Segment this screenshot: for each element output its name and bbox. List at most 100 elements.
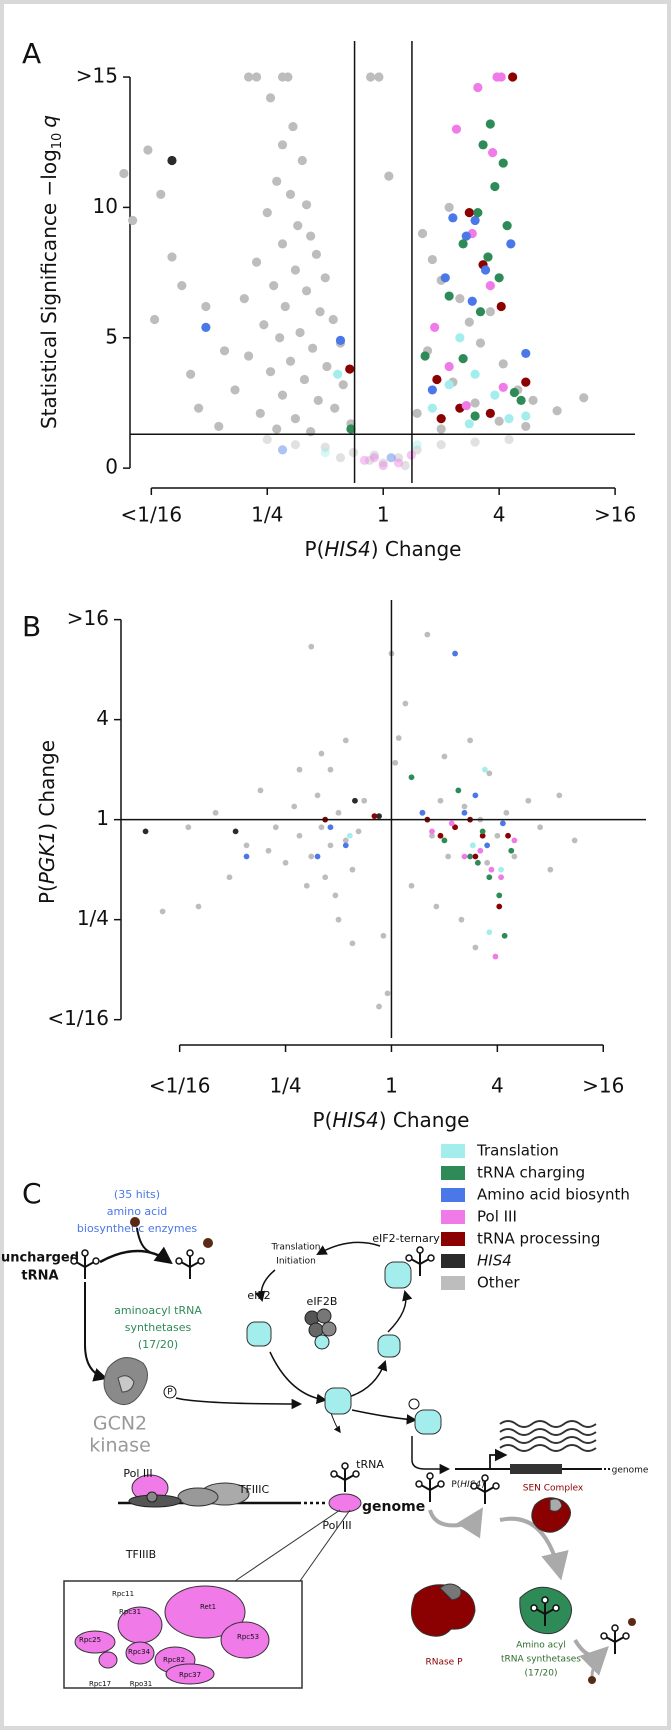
gcn2-label: kinase	[89, 1435, 151, 1457]
arrow	[99, 1246, 173, 1265]
x-tick-label: 4	[491, 1074, 504, 1098]
point	[308, 643, 315, 650]
point	[494, 416, 504, 426]
trna-icon	[600, 1624, 630, 1655]
point	[455, 294, 465, 304]
point	[308, 343, 318, 353]
point	[499, 820, 506, 827]
x-tick-label: <1/16	[120, 503, 182, 527]
point	[308, 853, 315, 860]
point	[150, 314, 160, 325]
point	[424, 631, 431, 638]
point	[486, 874, 493, 881]
point	[156, 189, 166, 199]
point	[384, 990, 391, 997]
point	[269, 281, 279, 291]
point	[444, 202, 454, 212]
point	[482, 766, 488, 773]
point	[525, 797, 532, 804]
point	[371, 813, 378, 820]
point	[488, 866, 495, 873]
point	[498, 866, 504, 873]
point	[452, 824, 458, 831]
point	[332, 892, 339, 899]
point	[328, 314, 338, 325]
point	[452, 650, 458, 657]
point	[303, 882, 310, 889]
point	[355, 828, 362, 835]
pol3-label: Pol III	[322, 1519, 351, 1532]
y-axis-label-part: q	[37, 115, 61, 128]
processing-label: Amino acyl	[516, 1641, 566, 1651]
arrow	[573, 1638, 609, 1676]
point	[265, 847, 272, 854]
point	[365, 72, 376, 82]
point	[257, 787, 264, 794]
initiation-text: Initiation	[276, 1257, 316, 1267]
point	[277, 239, 288, 249]
point	[483, 252, 493, 262]
point	[277, 390, 288, 400]
synthetase-text: synthetases	[125, 1321, 192, 1334]
x-axis-label-part: ) Change	[379, 1108, 470, 1132]
series	[201, 213, 531, 463]
eif2-label: eIF2	[247, 1289, 270, 1302]
y-axis-label-part: Statistical Significance −log	[37, 149, 61, 429]
point	[433, 903, 440, 910]
point	[473, 82, 483, 93]
point	[285, 356, 296, 366]
y-tick-label: 5	[105, 324, 118, 348]
y-axis-label: P(PGK1) Change	[35, 740, 59, 904]
point	[464, 419, 474, 429]
point	[461, 231, 471, 241]
eif2-shape	[246, 1321, 272, 1347]
point	[282, 859, 289, 866]
genome-label: genome	[612, 1466, 649, 1476]
point	[436, 440, 446, 450]
zoom-line	[299, 1509, 351, 1582]
panel-label: A	[22, 37, 41, 70]
point	[458, 239, 468, 249]
point	[293, 221, 303, 231]
y-axis-label-part: PGK1	[35, 831, 59, 884]
point	[440, 273, 450, 283]
point	[327, 842, 334, 849]
subunit-label: Rpc25	[79, 1636, 101, 1644]
point	[537, 824, 544, 831]
gene-box	[510, 1464, 562, 1474]
point	[201, 322, 211, 332]
point	[272, 824, 279, 831]
y-tick-label: 1/4	[77, 906, 109, 930]
point	[496, 301, 506, 312]
series	[243, 650, 506, 860]
x-tick-label: 1/4	[269, 1074, 301, 1098]
processing-label: (17/20)	[525, 1669, 558, 1679]
arrow	[344, 1360, 388, 1399]
point	[412, 440, 422, 450]
point	[408, 774, 415, 781]
subunit-label: Rpc53	[237, 1633, 259, 1641]
arrow	[254, 1269, 276, 1303]
point	[419, 809, 426, 816]
point	[280, 301, 290, 312]
point	[395, 735, 402, 741]
point	[478, 140, 488, 150]
point	[486, 770, 493, 777]
point	[521, 377, 531, 387]
point	[185, 824, 192, 831]
point	[262, 434, 272, 445]
point	[352, 797, 358, 804]
tfiiic-shape	[177, 1487, 219, 1507]
point	[262, 208, 272, 218]
point	[119, 168, 129, 179]
subunit-label: Rpc11	[112, 1590, 134, 1598]
point	[212, 809, 219, 816]
point	[314, 853, 321, 860]
trna-label: tRNA	[21, 1269, 58, 1284]
point	[475, 307, 486, 317]
point	[488, 148, 498, 158]
y-tick-label: >16	[67, 606, 109, 630]
x-tick-label: >16	[582, 1074, 624, 1098]
amino-acid	[130, 1217, 140, 1227]
